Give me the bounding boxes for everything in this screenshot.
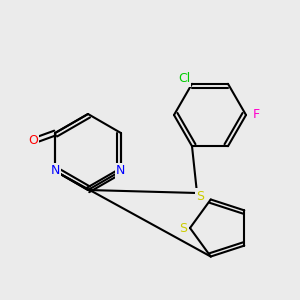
Text: N: N [50,164,60,178]
Text: N: N [116,164,126,178]
Text: Cl: Cl [178,72,190,85]
Text: S: S [179,221,187,235]
Text: O: O [28,134,38,148]
Text: S: S [196,190,204,202]
Text: F: F [252,109,260,122]
